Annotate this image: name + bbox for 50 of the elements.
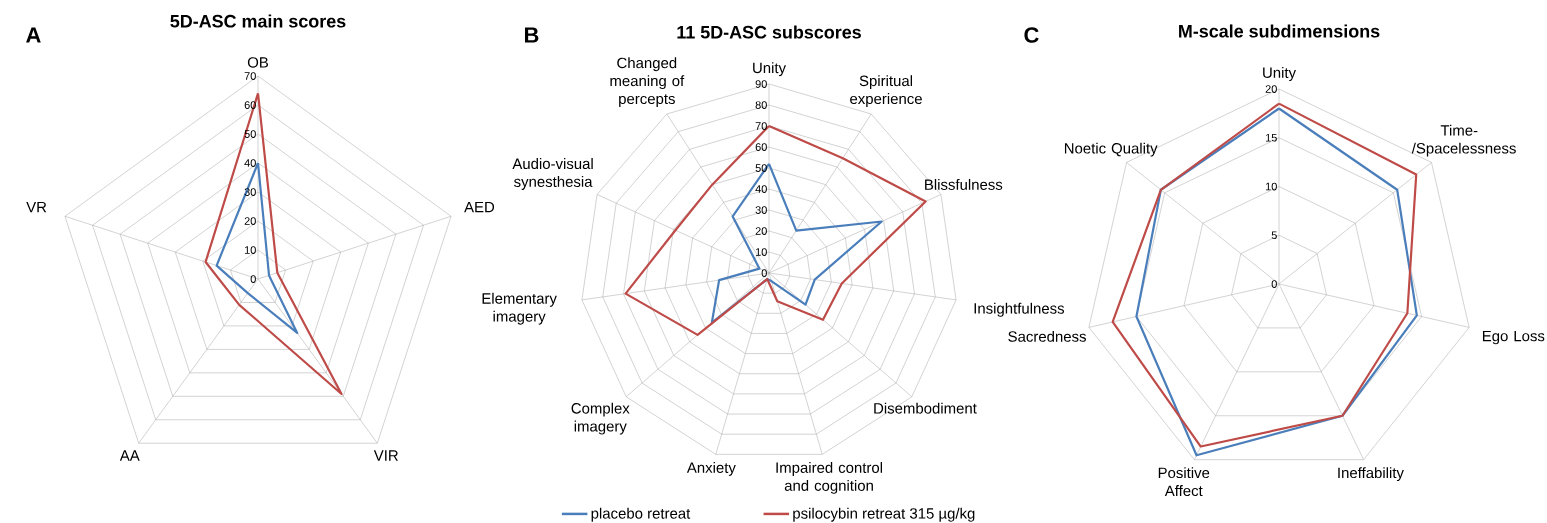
spoke-label: Positive Affect [1158,467,1210,497]
spoke-label: Impaired control and cognition [776,461,883,494]
spoke-label: VIR [373,450,398,461]
y-tick-label: 5 [1271,231,1277,240]
spoke-label: Elementary imagery [482,292,557,325]
spoke-label: AED [464,201,495,213]
spoke-label: Ineffability [1338,467,1404,482]
chart-title: 5D-ASC main scores [170,14,346,28]
y-tick-label: 20 [244,217,256,225]
y-tick-label: 10 [1265,182,1277,191]
spoke-label: Ego Loss [1482,330,1545,345]
y-tick-label: 80 [755,101,767,109]
spoke-label: Audio-visual synesthesia [512,158,593,190]
spoke-label: VR [26,201,47,213]
chart-title: M-scale subdimensions [1179,24,1380,38]
spoke-label: Unity [753,62,786,77]
y-tick-label: 70 [755,122,767,130]
spoke-label: Unity [1263,67,1296,81]
spoke-label: Complex imagery [571,402,630,435]
spoke-label: Insightfulness [974,302,1065,317]
y-tick-label: 30 [755,206,767,214]
y-tick-label: 15 [1265,133,1277,142]
text: C [1024,27,1039,43]
spoke-label: AA [119,450,140,461]
y-tick-label: 20 [1265,85,1277,93]
y-tick-label: 90 [755,80,767,88]
spoke-label: Sacredness [1008,330,1086,342]
spoke-label: Time-/Spacelessness [1411,124,1516,157]
y-tick-label: 10 [244,246,256,254]
legend-label: placebo retreat [591,507,691,522]
y-tick-label: 0 [761,269,767,277]
text: B [524,27,539,43]
y-tick-label: 70 [244,72,256,80]
text: A [26,27,41,43]
spoke-label: Anxiety [686,461,736,476]
y-tick-label: 60 [755,143,767,151]
spoke-label: Spiritual experience [850,75,922,108]
spoke-label: Changed meaning of percepts [610,57,685,108]
legend-label: psilocybin retreat 315 µg/kg [793,507,975,522]
y-tick-label: 40 [244,159,256,167]
spoke-label: Blissfulness [925,178,1003,190]
y-tick-label: 0 [250,275,256,283]
y-tick-label: 40 [755,185,767,193]
spoke-label: OB [247,57,268,68]
spoke-label: Noetic Quality [1064,142,1158,157]
spoke-label: Disembodiment [874,402,977,414]
y-tick-label: 0 [1271,280,1277,288]
chart-title: 11 5D-ASC subscores [677,25,861,39]
y-tick-label: 10 [755,248,767,256]
y-tick-label: 20 [755,227,767,235]
